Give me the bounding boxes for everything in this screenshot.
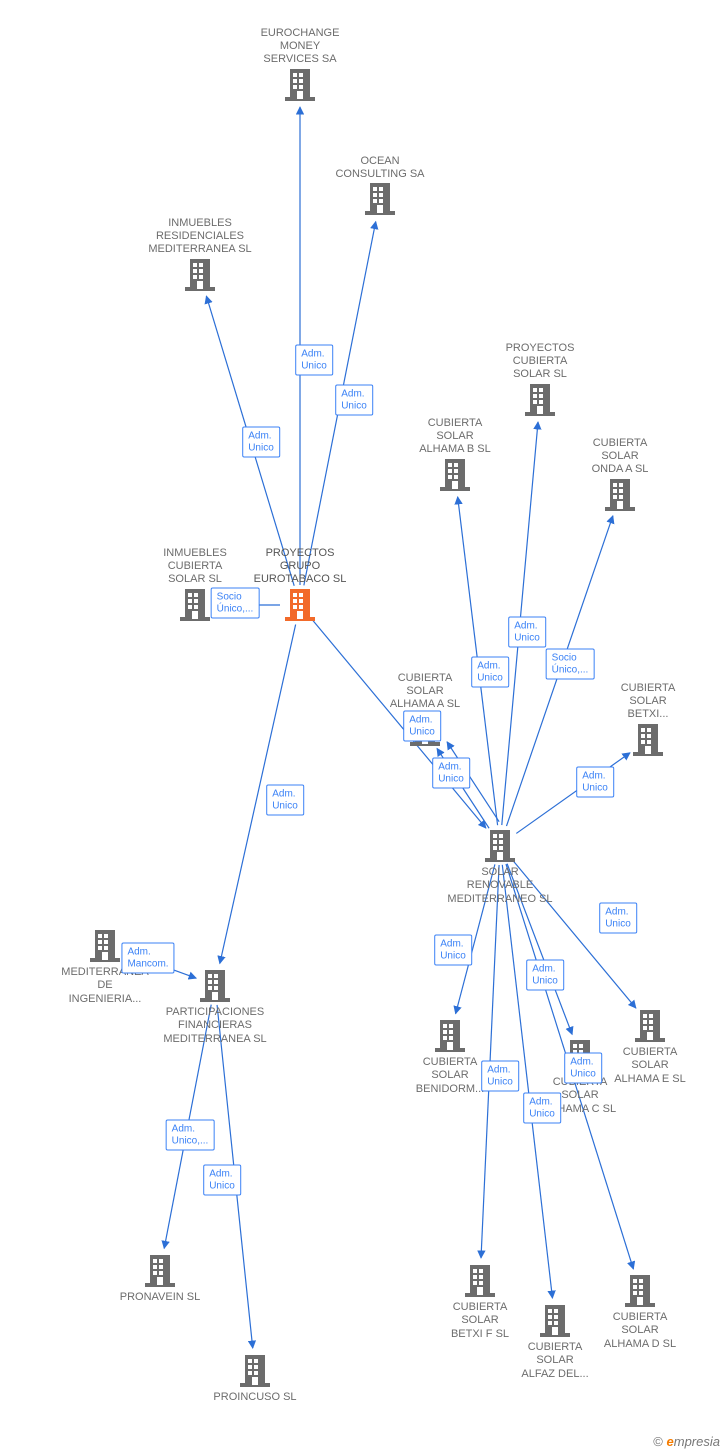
edge-label: Adm. Unico (242, 427, 280, 458)
edge-label: Adm. Mancom. (121, 943, 174, 974)
building-icon (435, 1018, 465, 1056)
node-inm_resid[interactable]: INMUEBLESRESIDENCIALESMEDITERRANEA SL (140, 217, 260, 295)
watermark-brand-rest: mpresia (674, 1434, 720, 1449)
edge-label: Adm. Unico (403, 711, 441, 742)
node-label: CUBIERTASOLARONDA A SL (560, 437, 680, 477)
node-label: PROYECTOSGRUPOEUROTABACO SL (240, 547, 360, 587)
building-icon (633, 722, 663, 760)
node-label: PARTICIPACIONESFINANCIERASMEDITERRANEA S… (155, 1006, 275, 1046)
node-eurochange[interactable]: EUROCHANGEMONEYSERVICES SA (240, 27, 360, 105)
edge-label: Adm. Unico (203, 1165, 241, 1196)
watermark-brand-e: e (667, 1434, 674, 1449)
edge-label: Adm. Unico (508, 617, 546, 648)
building-icon (365, 181, 395, 219)
node-onda_a[interactable]: CUBIERTASOLARONDA A SL (560, 437, 680, 515)
node-part_fin[interactable]: PARTICIPACIONESFINANCIERASMEDITERRANEA S… (155, 968, 275, 1046)
building-icon (465, 1263, 495, 1301)
node-pronavein[interactable]: PRONAVEIN SL (100, 1253, 220, 1304)
node-solar_ren[interactable]: SOLARRENOVABLEMEDITERRANEO SL (440, 828, 560, 906)
node-label: INMUEBLESRESIDENCIALESMEDITERRANEA SL (140, 217, 260, 257)
edge-label: Adm. Unico (434, 935, 472, 966)
node-label: PROYECTOSCUBIERTASOLAR SL (480, 342, 600, 382)
building-icon (605, 477, 635, 515)
edge-label: Adm. Unico (564, 1053, 602, 1084)
edge-label: Adm. Unico (523, 1093, 561, 1124)
node-label: PROINCUSO SL (195, 1391, 315, 1404)
edge-label: Adm. Unico (576, 767, 614, 798)
building-icon (240, 1353, 270, 1391)
edge-label: Adm. Unico (526, 960, 564, 991)
building-icon (540, 1303, 570, 1341)
watermark: © empresia (653, 1434, 720, 1449)
node-label: CUBIERTASOLARALHAMA A SL (365, 672, 485, 712)
node-label: PRONAVEIN SL (100, 1291, 220, 1304)
building-icon (200, 968, 230, 1006)
edge-label: Adm. Unico (266, 785, 304, 816)
edge-label: Adm. Unico (432, 758, 470, 789)
node-alhama_b[interactable]: CUBIERTASOLARALHAMA B SL (395, 417, 515, 495)
node-label: INMUEBLESCUBIERTASOLAR SL (135, 547, 255, 587)
node-label: CUBIERTASOLARBETXI... (588, 682, 708, 722)
building-icon (180, 587, 210, 625)
building-icon (185, 257, 215, 295)
building-icon (285, 67, 315, 105)
node-alfaz[interactable]: CUBIERTASOLARALFAZ DEL... (495, 1303, 615, 1381)
node-label: OCEANCONSULTING SA (320, 155, 440, 181)
building-icon (525, 382, 555, 420)
edge-label: Socio Único,... (211, 588, 260, 619)
node-ocean[interactable]: OCEANCONSULTING SA (320, 155, 440, 220)
edge-label: Socio Único,... (546, 649, 595, 680)
edge-label: Adm. Unico (295, 345, 333, 376)
copyright-symbol: © (653, 1434, 663, 1449)
edge-label: Adm. Unico (335, 385, 373, 416)
building-icon (145, 1253, 175, 1291)
node-label: EUROCHANGEMONEYSERVICES SA (240, 27, 360, 67)
building-icon (625, 1273, 655, 1311)
node-label: CUBIERTASOLARALHAMA B SL (395, 417, 515, 457)
node-label: SOLARRENOVABLEMEDITERRANEO SL (440, 866, 560, 906)
building-icon (485, 828, 515, 866)
node-proincuso[interactable]: PROINCUSO SL (195, 1353, 315, 1404)
node-betxi[interactable]: CUBIERTASOLARBETXI... (588, 682, 708, 760)
edge-label: Adm. Unico (481, 1061, 519, 1092)
edge-label: Adm. Unico (471, 657, 509, 688)
edge-label: Adm. Unico,... (166, 1120, 215, 1151)
node-proy_cub[interactable]: PROYECTOSCUBIERTASOLAR SL (480, 342, 600, 420)
building-icon (440, 457, 470, 495)
edge-label: Adm. Unico (599, 903, 637, 934)
node-label: CUBIERTASOLARALFAZ DEL... (495, 1341, 615, 1381)
building-icon (285, 587, 315, 625)
building-icon (90, 928, 120, 966)
